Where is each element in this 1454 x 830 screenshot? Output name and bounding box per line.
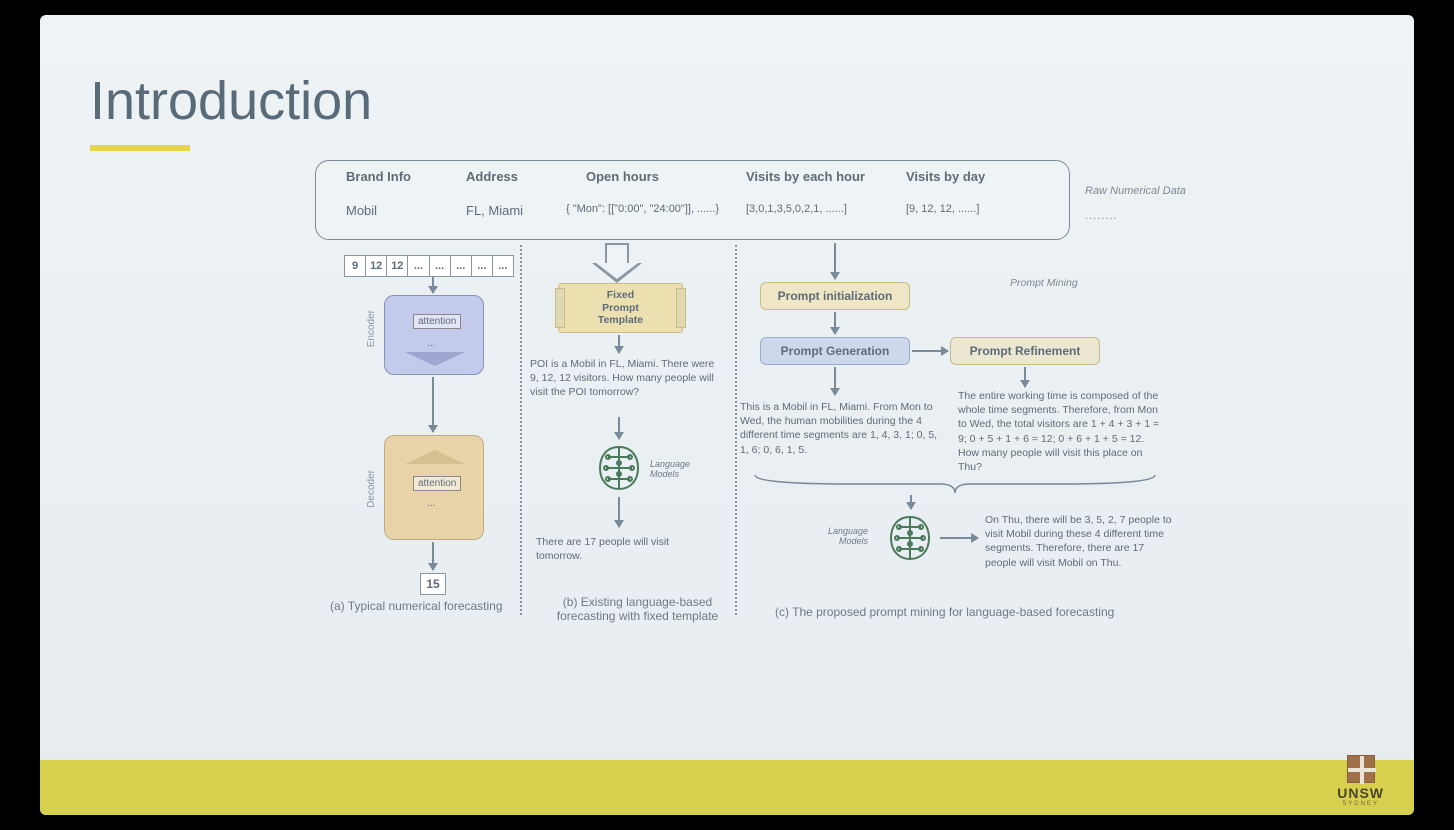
seq-cell: ... [472, 256, 493, 276]
prompt-text-c2: The entire working time is composed of t… [958, 389, 1168, 474]
col-value: [9, 12, 12, ......] [906, 203, 1046, 215]
arrow-down-icon [834, 243, 836, 279]
sequence-box: 9 12 12 ... ... ... ... ... [344, 255, 514, 277]
seq-cell: 12 [387, 256, 408, 276]
raw-dash: ........ [1085, 210, 1117, 222]
col-value: Mobil [346, 203, 446, 218]
arrow-down-icon [1024, 367, 1026, 387]
col-header: Brand Info [346, 169, 446, 184]
decoder-block: attention ... [384, 435, 484, 540]
brain-icon [883, 513, 937, 563]
logo-sub: SYDNEY [1337, 801, 1384, 807]
arrow-down-icon [910, 495, 912, 509]
arrow-down-icon [618, 497, 620, 527]
lm-label: Language Models [828, 527, 868, 547]
col-value: [3,0,1,3,5,0,2,1, ......] [746, 203, 906, 215]
slide-title: Introduction [90, 70, 372, 132]
arrow-down-icon [834, 312, 836, 334]
title-underline [90, 145, 190, 151]
col-value: { "Mon": [["0:00", "24:00"]], ......} [566, 203, 741, 215]
seq-cell: 9 [345, 256, 366, 276]
prompt-refine-box: Prompt Refinement [950, 337, 1100, 365]
col-header: Visits by day [906, 169, 1046, 184]
col-header: Visits by each hour [746, 169, 906, 184]
caption-a: (a) Typical numerical forecasting [330, 599, 503, 613]
slide: Introduction Brand Info Address Open hou… [40, 15, 1414, 815]
arrow-down-icon [618, 335, 620, 353]
fpt-label: Fixed Prompt Template [598, 289, 643, 327]
funnel-icon [405, 450, 465, 464]
prompt-text-b1: POI is a Mobil in FL, Miami. There were … [530, 357, 720, 400]
encoder-label: Encoder [366, 310, 377, 347]
caption-b: (b) Existing language-based forecasting … [540, 595, 735, 624]
seq-cell: 12 [366, 256, 387, 276]
brain-icon [592, 443, 646, 493]
arrow-down-icon [834, 367, 836, 395]
big-arrow-down-icon [592, 243, 642, 285]
dots: ... [427, 338, 435, 349]
prompt-gen-box: Prompt Generation [760, 337, 910, 365]
dots: ... [427, 498, 435, 509]
col-value: FL, Miami [466, 203, 566, 218]
encoder-block: attention ... [384, 295, 484, 375]
unsw-logo: UNSW SYDNEY [1337, 755, 1384, 807]
footer-bar [40, 760, 1414, 815]
output-text-c: On Thu, there will be 3, 5, 2, 7 people … [985, 513, 1175, 570]
arrow-down-icon [432, 542, 434, 570]
prompt-text-c1: This is a Mobil in FL, Miami. From Mon t… [740, 400, 940, 457]
fixed-prompt-template-box: Fixed Prompt Template [558, 283, 683, 333]
raw-data-label: Raw Numerical Data [1085, 185, 1186, 197]
brace-icon [750, 473, 1160, 495]
decoder-label: Decoder [366, 470, 377, 508]
arrow-right-icon [940, 537, 978, 539]
raw-data-box: Brand Info Address Open hours Visits by … [315, 160, 1070, 240]
seq-cell: ... [430, 256, 451, 276]
caption-c: (c) The proposed prompt mining for langu… [775, 605, 1114, 619]
logo-text: UNSW [1337, 785, 1384, 801]
attention-label: attention [413, 476, 461, 491]
prompt-init-box: Prompt initialization [760, 282, 910, 310]
attention-label: attention [413, 314, 461, 329]
output-text-b: There are 17 people will visit tomorrow. [536, 535, 716, 563]
prompt-mining-label: Prompt Mining [1010, 277, 1078, 289]
arrow-down-icon [432, 377, 434, 432]
separator [735, 245, 737, 615]
arrow-down-icon [618, 417, 620, 439]
lm-label: Language Models [650, 460, 690, 480]
arrow-right-icon [912, 350, 948, 352]
funnel-icon [405, 352, 465, 366]
seq-cell: ... [408, 256, 429, 276]
arrow-down-icon [432, 277, 434, 293]
output-box: 15 [420, 573, 446, 595]
seq-cell: ... [493, 256, 513, 276]
seq-cell: ... [451, 256, 472, 276]
col-header: Address [466, 169, 566, 184]
crest-icon [1347, 755, 1375, 783]
separator [520, 245, 522, 615]
